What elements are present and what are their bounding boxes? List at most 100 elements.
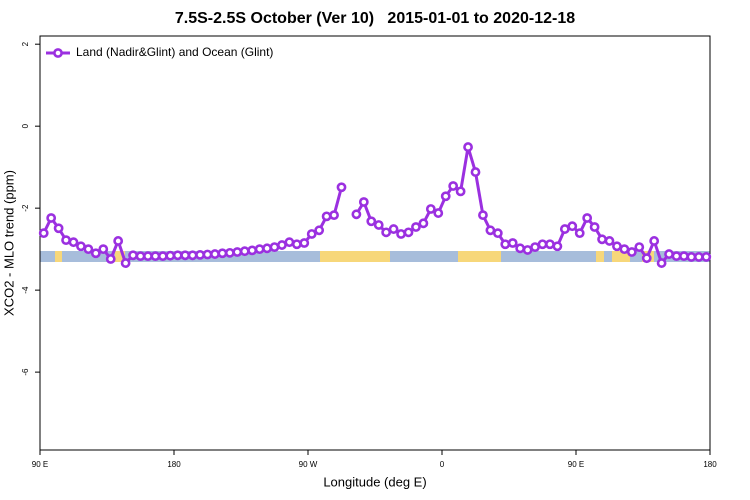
data-point: [321, 211, 332, 222]
data-point: [448, 181, 459, 191]
legend-marker: [53, 48, 63, 58]
data-point: [210, 249, 220, 259]
data-point: [440, 191, 451, 202]
data-point: [143, 251, 153, 262]
data-point: [329, 210, 339, 221]
data-point: [358, 197, 369, 207]
data-point: [90, 248, 101, 259]
data-point: [664, 249, 674, 259]
data-point: [418, 218, 429, 229]
data-point: [619, 244, 630, 255]
data-point: [485, 225, 496, 236]
x-tick-label: 90 E: [32, 460, 48, 469]
data-point: [262, 243, 272, 254]
data-point: [552, 241, 563, 252]
data-point: [425, 204, 436, 214]
data-point: [470, 167, 481, 177]
data-point: [403, 227, 414, 238]
data-point: [433, 208, 444, 218]
data-point: [38, 228, 49, 239]
data-point: [597, 234, 607, 245]
data-point: [351, 209, 362, 220]
data-point: [53, 223, 64, 234]
data-point: [232, 247, 243, 257]
series-line: [42, 145, 707, 265]
x-tick-label: 90 W: [299, 460, 318, 469]
chart-title: 7.5S-2.5S October (Ver 10) 2015-01-01 to…: [175, 10, 575, 27]
data-point: [612, 241, 622, 252]
y-tick-label: -4: [21, 286, 30, 294]
data-point: [574, 228, 585, 239]
data-point: [314, 225, 325, 236]
land-strip: [458, 251, 501, 262]
data-point: [686, 252, 697, 262]
data-point: [381, 227, 392, 238]
data-point: [679, 251, 689, 262]
data-point: [522, 245, 533, 255]
data-point: [83, 244, 94, 255]
data-point: [626, 247, 637, 257]
data-point: [701, 252, 712, 262]
data-point: [195, 249, 205, 260]
data-point: [128, 250, 138, 261]
data-point: [239, 246, 250, 257]
data-point: [582, 213, 593, 223]
data-point: [507, 238, 518, 248]
data-point: [306, 229, 317, 239]
data-point: [388, 224, 399, 234]
data-point: [299, 238, 310, 248]
data-point: [224, 247, 235, 258]
land-strip: [320, 251, 390, 262]
y-tick-label: -2: [21, 204, 30, 212]
legend-label: Land (Nadir&Glint) and Ocean (Glint): [76, 45, 273, 59]
data-point: [180, 250, 191, 261]
data-point: [172, 250, 183, 261]
data-point: [604, 236, 615, 246]
data-point: [247, 245, 258, 256]
data-point: [545, 239, 555, 250]
data-point: [641, 253, 652, 264]
data-point: [515, 243, 526, 254]
data-point: [589, 222, 600, 232]
data-point: [693, 252, 704, 262]
x-tick-label: 90 E: [568, 460, 584, 469]
x-tick-label: 180: [703, 460, 717, 469]
data-point: [671, 251, 682, 262]
y-tick-label: -6: [21, 368, 30, 376]
data-point: [649, 236, 660, 246]
data-point: [269, 242, 280, 252]
data-point: [500, 239, 511, 250]
data-point: [68, 237, 79, 248]
data-point: [492, 228, 503, 239]
land-strip: [115, 251, 125, 262]
data-point: [46, 213, 57, 223]
data-point: [411, 222, 421, 232]
data-point: [157, 251, 168, 262]
x-tick-label: 180: [167, 460, 181, 469]
data-point: [135, 251, 146, 262]
y-tick-label: 2: [21, 41, 30, 46]
data-point: [217, 248, 228, 259]
data-point: [254, 244, 265, 255]
data-point: [76, 241, 86, 252]
data-point: [567, 221, 578, 232]
data-point: [396, 229, 406, 239]
data-point: [530, 242, 540, 252]
y-axis-title: XCO2 - MLO trend (ppm): [1, 170, 16, 316]
data-point: [150, 251, 161, 262]
data-point: [634, 242, 645, 252]
data-point: [455, 186, 466, 197]
data-point: [537, 239, 548, 250]
x-tick-label: 0: [440, 460, 445, 469]
data-point: [463, 142, 473, 152]
data-point: [120, 258, 131, 268]
land-strip: [596, 251, 604, 262]
data-point: [98, 244, 109, 255]
data-point: [373, 220, 384, 230]
x-axis-title: Longitude (deg E): [323, 474, 426, 489]
data-point: [113, 236, 124, 246]
data-point: [336, 182, 347, 193]
data-point: [202, 249, 213, 260]
land-strip: [55, 251, 62, 262]
data-point: [478, 210, 488, 221]
